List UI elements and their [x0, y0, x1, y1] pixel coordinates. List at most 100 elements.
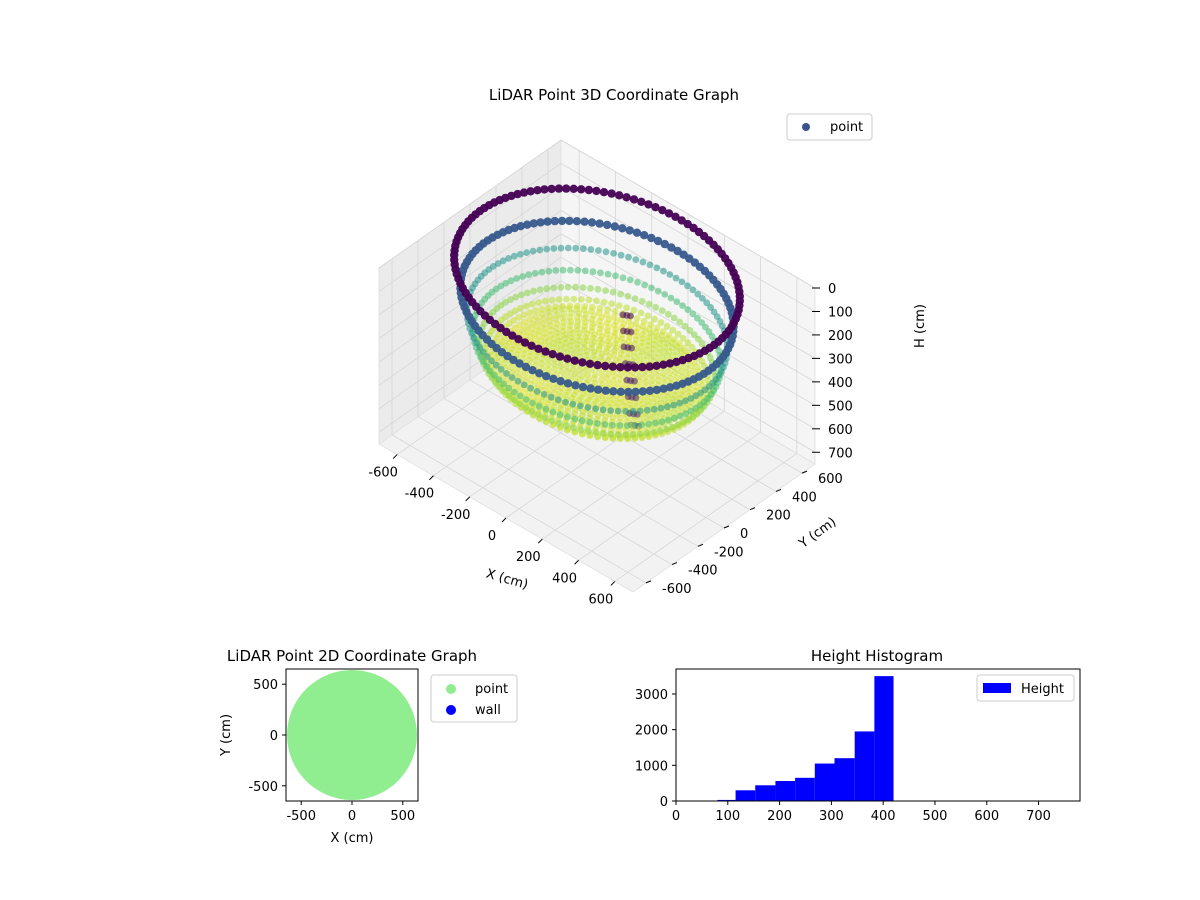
chart-3d-point: [664, 310, 672, 318]
chart-3d-xtick: [537, 538, 543, 544]
chart-3d-point: [652, 385, 661, 395]
chart-3d-gridline: [378, 163, 562, 292]
chart-3d-point: [651, 203, 660, 212]
chart-3d-point: [597, 269, 604, 277]
chart-3d-point: [694, 314, 701, 322]
chart-2d-ticks: -500 0 500 -500 0 500: [248, 678, 415, 824]
histogram-xtick-label: 300: [819, 809, 844, 824]
chart-3d-legend-marker: [802, 123, 810, 131]
chart-3d-point: [643, 406, 651, 414]
chart-3d-point: [645, 420, 653, 428]
chart-3d-point: [535, 402, 543, 410]
chart-3d-point: [499, 257, 507, 265]
chart-3d-point: [657, 319, 665, 326]
chart-3d-point: [673, 298, 681, 306]
chart-3d-point: [550, 335, 558, 342]
chart-3d-point: [608, 300, 616, 308]
chart-3d-xtick: [501, 517, 507, 523]
chart-3d-point: [647, 233, 656, 243]
chart-3d-point: [620, 327, 627, 335]
chart-3d: LiDAR Point 3D Coordinate Graph -600 -400…: [368, 86, 928, 607]
histogram-xtick-label: 0: [672, 809, 680, 824]
chart-3d-point: [650, 405, 658, 413]
chart-3d-point: [550, 245, 558, 252]
histogram-bar: [834, 758, 855, 801]
chart-3d-point: [585, 296, 593, 304]
chart-3d-point: [556, 377, 565, 386]
chart-3d-point: [550, 284, 558, 292]
chart-3d-point: [610, 250, 617, 257]
chart-3d-point: [699, 295, 706, 302]
chart-3d-point: [650, 428, 658, 436]
chart-3d-point: [579, 284, 587, 291]
chart-3d-point: [563, 354, 572, 363]
chart-3d-point: [667, 243, 676, 252]
chart-3d-point: [564, 244, 572, 252]
chart-3d-point: [602, 287, 609, 294]
chart-3d-point: [516, 400, 524, 408]
chart-3d-point: [640, 356, 648, 364]
histogram-bar: [735, 790, 756, 801]
chart-3d-xtick-label: 0: [488, 529, 496, 544]
chart-3d-point: [638, 362, 647, 372]
chart-3d-point: [664, 403, 671, 411]
chart-3d-point: [516, 250, 524, 258]
chart-3d-point: [631, 295, 639, 302]
chart-3d-point: [501, 359, 508, 367]
chart-3d-point: [592, 186, 601, 196]
chart-3d-ytick: [801, 470, 808, 474]
chart-3d-point: [483, 353, 491, 360]
chart-3d-point: [616, 387, 625, 396]
chart-3d-point: [517, 304, 524, 312]
chart-3d-point: [639, 258, 647, 266]
chart-3d-point: [672, 381, 681, 390]
chart-3d-point: [570, 424, 577, 432]
chart-3d-xtick-label: 400: [552, 571, 577, 586]
chart-3d-point: [642, 373, 650, 381]
chart-3d-point: [698, 319, 706, 326]
chart-3d-point: [559, 266, 567, 274]
chart-3d-ytick-label: -400: [688, 564, 718, 579]
chart-3d-point: [652, 361, 661, 370]
chart-3d-point: [551, 365, 559, 373]
chart-3d-point: [523, 220, 532, 229]
chart-3d-point: [619, 274, 627, 282]
chart-3d-point: [604, 270, 612, 278]
chart-3d-point: [607, 430, 615, 438]
histogram-bar: [775, 781, 796, 801]
chart-3d-point: [611, 307, 619, 315]
chart-3d-point: [622, 407, 630, 415]
chart-3d-point: [542, 372, 551, 381]
chart-3d-point: [582, 366, 589, 373]
chart-3d-point: [577, 402, 584, 410]
chart-3d-points: [450, 184, 744, 443]
chart-3d-point: [579, 245, 587, 253]
chart-3d-point: [530, 287, 537, 295]
chart-3d-ytick-label: 400: [792, 490, 817, 505]
chart-3d-point: [623, 371, 631, 379]
chart-3d-point: [604, 356, 612, 364]
chart-3d-point: [520, 381, 528, 389]
chart-3d-point: [505, 255, 512, 262]
chart-3d-point: [529, 219, 538, 228]
chart-3d-point: [687, 395, 695, 402]
chart-3d-point: [533, 186, 542, 195]
chart-3d-point: [678, 278, 686, 286]
chart-3d-point: [673, 374, 681, 381]
chart-3d-point: [538, 268, 546, 276]
chart-3d-point: [615, 431, 622, 438]
histogram-bar: [874, 676, 894, 801]
chart-3d-point: [617, 371, 625, 378]
chart-3d-point: [616, 422, 624, 429]
chart-3d-point: [608, 362, 617, 371]
chart-3d-point: [594, 385, 603, 394]
chart-3d-point: [576, 348, 584, 356]
chart-3d-point: [552, 267, 560, 274]
chart-2d-point-cloud: [287, 670, 417, 800]
chart-3d-xtick: [392, 454, 398, 459]
chart-3d-point: [500, 380, 508, 388]
chart-3d-point: [557, 244, 565, 252]
chart-3d-point: [562, 184, 571, 193]
histogram-bar: [755, 785, 776, 801]
chart-3d-point: [659, 360, 668, 369]
